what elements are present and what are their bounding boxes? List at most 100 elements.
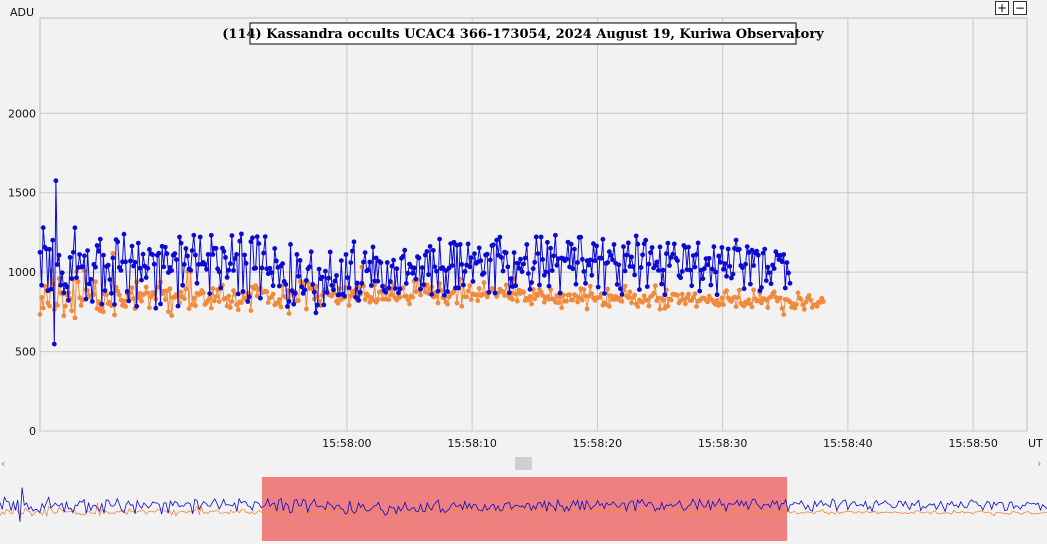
series-1-point <box>763 278 769 283</box>
series-1-point <box>240 289 246 294</box>
series-1-point <box>583 280 588 286</box>
series-1-point <box>389 263 395 269</box>
series-2-point <box>200 290 206 296</box>
series-1-point <box>491 242 496 248</box>
series-1-point <box>486 289 492 295</box>
series-1-point <box>324 290 330 295</box>
series-2-point <box>162 297 168 302</box>
series-2-point <box>759 300 764 306</box>
series-2-point <box>403 293 409 299</box>
zoom-out-button[interactable]: − <box>1013 1 1027 15</box>
series-1-point <box>546 283 552 289</box>
series-1-point <box>383 289 389 295</box>
series-1-point <box>354 280 360 286</box>
series-1-point <box>327 249 333 255</box>
series-1-point <box>442 292 447 298</box>
series-2-point <box>248 308 254 313</box>
series-2-point <box>476 286 482 291</box>
series-1-point <box>77 252 82 257</box>
series-1-point <box>162 244 168 250</box>
series-2-point <box>434 293 439 299</box>
series-1-point <box>323 268 328 274</box>
series-1-point <box>602 291 607 296</box>
series-1-point <box>285 304 290 309</box>
series-1-point <box>608 253 614 258</box>
series-1-point <box>632 272 637 278</box>
series-1-point <box>545 239 550 245</box>
series-2-point <box>158 279 163 285</box>
series-1-point <box>462 269 468 274</box>
series-1-point <box>143 275 149 280</box>
series-1-point <box>135 240 141 246</box>
series-1-point <box>416 255 422 261</box>
series-1-point <box>689 283 695 289</box>
series-1-point <box>589 272 595 278</box>
zoom-in-button[interactable]: + <box>995 1 1009 15</box>
series-1-point <box>126 298 132 304</box>
series-1-point <box>429 292 435 297</box>
series-2-point <box>418 292 423 298</box>
x-tick-label: 15:58:40 <box>823 437 872 450</box>
series-1-point <box>231 268 236 273</box>
series-1-point <box>147 247 152 252</box>
series-1-point <box>361 259 366 265</box>
series-2-point <box>665 303 671 309</box>
series-2-point <box>724 288 729 294</box>
series-1-point <box>378 260 384 265</box>
series-1-point <box>570 266 576 272</box>
series-1-point <box>242 252 248 258</box>
series-1-point <box>134 303 140 309</box>
series-2-point <box>500 289 506 294</box>
series-2-point <box>683 301 688 307</box>
scroll-right-arrow[interactable]: › <box>1037 457 1042 470</box>
series-2-point <box>115 288 121 294</box>
series-1-point <box>424 249 430 254</box>
series-2-point <box>123 304 128 309</box>
series-1-point <box>55 262 60 267</box>
series-1-point <box>533 234 539 240</box>
series-1-point <box>80 264 86 269</box>
series-1-point <box>619 292 625 297</box>
series-1-point <box>557 290 563 296</box>
series-1-point <box>519 269 525 275</box>
series-1-point <box>711 244 717 250</box>
series-2-point <box>801 306 807 312</box>
series-1-point <box>269 270 274 275</box>
series-1-point <box>662 292 668 298</box>
series-2-point <box>657 306 663 312</box>
series-1-point <box>270 283 276 289</box>
scroll-left-arrow[interactable]: ‹ <box>1 457 6 470</box>
series-1-point <box>678 275 683 281</box>
series-2-point <box>193 303 198 309</box>
series-1-point <box>329 282 335 288</box>
series-2-point <box>210 286 216 291</box>
series-1-point <box>226 267 232 273</box>
series-1-point <box>384 260 390 265</box>
series-2-point <box>719 295 725 301</box>
series-1-point <box>667 263 672 268</box>
series-1-point <box>500 268 506 274</box>
series-1-point <box>784 260 790 265</box>
series-1-point <box>405 270 411 276</box>
series-2-point <box>183 286 189 292</box>
series-2-point <box>751 287 756 293</box>
series-2-point <box>567 292 572 298</box>
series-1-point <box>743 261 748 267</box>
series-1-point <box>88 276 94 282</box>
scrollbar-thumb[interactable] <box>515 457 532 470</box>
series-1-point <box>386 285 392 291</box>
series-1-point <box>316 266 322 272</box>
series-2-point <box>736 287 742 293</box>
series-1-point <box>177 234 182 240</box>
series-1-point <box>470 279 476 284</box>
series-1-point <box>286 299 292 304</box>
y-tick-label: 1000 <box>8 266 36 279</box>
series-2-point <box>513 291 519 297</box>
series-1-point <box>779 259 785 265</box>
series-1-point <box>112 302 117 307</box>
series-1-point <box>646 261 652 267</box>
navigator-selection[interactable] <box>262 477 787 541</box>
series-2-point <box>473 292 479 297</box>
series-1-point <box>194 280 200 286</box>
series-1-point <box>189 248 195 254</box>
